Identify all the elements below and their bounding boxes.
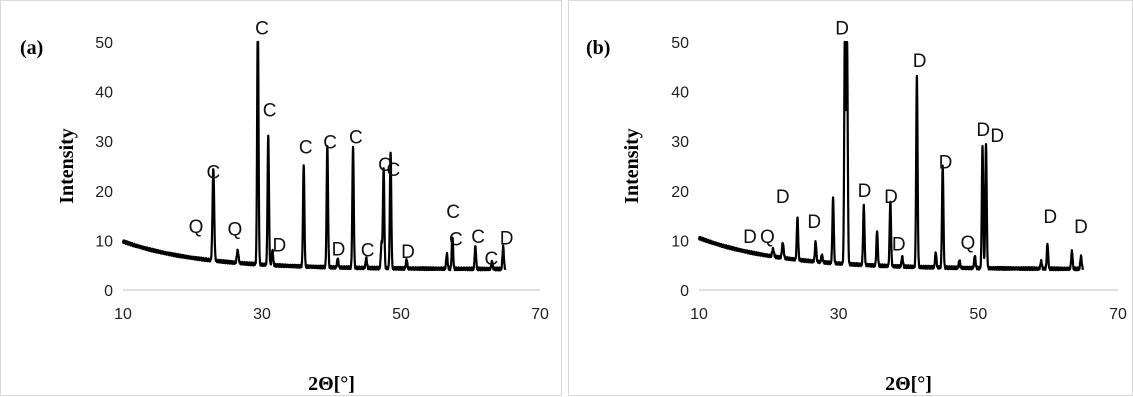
peak-label: C [386, 160, 400, 181]
peak-label: D [892, 234, 906, 255]
xrd-pattern-line [698, 40, 1085, 272]
x-axis-label: 2Θ[°] [885, 373, 932, 395]
peak-label: C [471, 227, 485, 248]
peak-label: C [263, 100, 277, 121]
y-tick-label: 30 [671, 134, 689, 151]
peak-label: Q [760, 227, 775, 248]
peak-label: C [484, 249, 498, 270]
peak-label: C [361, 240, 375, 261]
peak-label: Q [960, 233, 975, 254]
y-axis-label: Intensity [621, 128, 643, 204]
y-tick-label: 10 [95, 233, 113, 250]
x-tick-label: 70 [531, 306, 549, 323]
peak-label: Q [228, 219, 243, 240]
peak-label: D [401, 242, 415, 263]
x-tick-label: 30 [253, 306, 271, 323]
y-tick-label: 40 [671, 85, 689, 102]
peak-label: C [378, 155, 392, 176]
peak-label: D [1074, 217, 1088, 238]
peak-label: D [858, 181, 872, 202]
y-tick-label: 10 [671, 233, 689, 250]
peak-label: D [1043, 207, 1057, 228]
y-tick-label: 20 [671, 184, 689, 201]
xrd-pattern-line [122, 40, 507, 272]
peak-label: C [323, 133, 337, 154]
x-tick-label: 50 [392, 306, 410, 323]
x-tick-label: 70 [1109, 306, 1127, 323]
peak-label: C [349, 128, 363, 149]
panel-label: (a) [20, 37, 43, 59]
x-axis-label: 2Θ[°] [308, 373, 355, 395]
peak-label: D [332, 239, 346, 260]
peak-label: D [939, 152, 953, 173]
peak-label: C [299, 138, 313, 159]
y-tick-label: 40 [95, 85, 113, 102]
x-tick-label: 10 [690, 306, 708, 323]
peak-label: D [913, 51, 927, 72]
peak-label: C [449, 229, 463, 250]
peak-label: D [835, 19, 849, 40]
panel-b: 0 10 20 30 40 50 10 30 50 70 D Q D D D D D D D D Q D D D D (b) Int… [568, 0, 1133, 396]
x-tick-label: 50 [969, 306, 987, 323]
y-tick-label: 50 [95, 35, 113, 52]
peak-label: D [273, 235, 287, 256]
peak-label: D [990, 126, 1004, 147]
y-tick-label: 0 [680, 283, 689, 300]
y-axis-label: Intensity [56, 128, 78, 204]
peak-label: C [206, 162, 220, 183]
peak-label: D [884, 187, 898, 208]
y-tick-label: 0 [104, 283, 113, 300]
y-tick-label: 30 [95, 134, 113, 151]
x-tick-label: 30 [830, 306, 848, 323]
x-tick-label: 10 [114, 306, 132, 323]
peak-label: D [743, 227, 757, 248]
peak-label: C [255, 19, 269, 40]
peak-label: D [776, 187, 790, 208]
panel-a: 0 10 20 30 40 50 10 30 50 70 C C C C C C C C Q Q D D C D C C C C D (a… [0, 0, 562, 396]
peak-label: C [446, 202, 460, 223]
peak-label: Q [189, 217, 204, 238]
panel-label: (b) [586, 37, 610, 59]
peak-label: D [976, 120, 990, 141]
y-tick-label: 50 [671, 35, 689, 52]
peak-label: D [500, 228, 514, 249]
peak-label: D [807, 212, 821, 233]
y-tick-label: 20 [95, 184, 113, 201]
